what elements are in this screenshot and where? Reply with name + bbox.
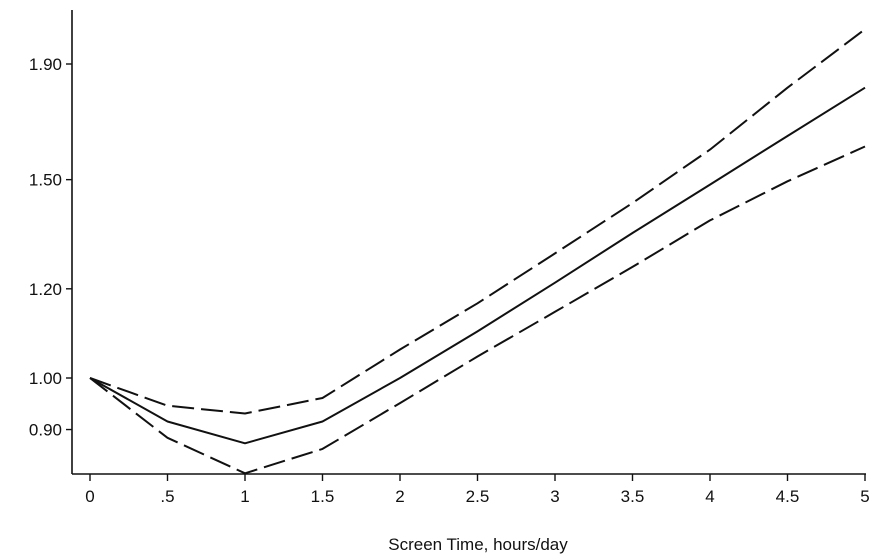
- upper-ci-line: [89, 28, 866, 415]
- x-tick-label: 1: [240, 487, 249, 506]
- lower-ci-line: [89, 145, 866, 475]
- x-tick-label: 4.5: [776, 487, 800, 506]
- series-lines: [89, 28, 866, 475]
- tick-marks: 0.90 1.00 1.20 1.50 1.90 0 .5 1 1.5 2 2.5 3 3.5 4 4.5 5: [29, 55, 870, 506]
- y-tick-label: 1.00: [29, 369, 62, 388]
- y-tick-label: 0.90: [29, 421, 62, 440]
- axes: [71, 10, 866, 475]
- y-tick-label: 1.50: [29, 171, 62, 190]
- x-tick-label: 0: [85, 487, 94, 506]
- x-tick-label: 5: [860, 487, 869, 506]
- x-tick-label: 2: [395, 487, 404, 506]
- x-tick-label: 4: [705, 487, 714, 506]
- y-tick-label: 1.20: [29, 280, 62, 299]
- x-axis-title: Screen Time, hours/day: [388, 535, 568, 554]
- x-tick-label: 3.5: [621, 487, 645, 506]
- estimate-line: [89, 86, 866, 445]
- x-tick-label: 1.5: [311, 487, 335, 506]
- x-tick-label: 3: [550, 487, 559, 506]
- y-tick-label: 1.90: [29, 55, 62, 74]
- x-tick-label: 2.5: [466, 487, 490, 506]
- x-tick-label: .5: [160, 487, 174, 506]
